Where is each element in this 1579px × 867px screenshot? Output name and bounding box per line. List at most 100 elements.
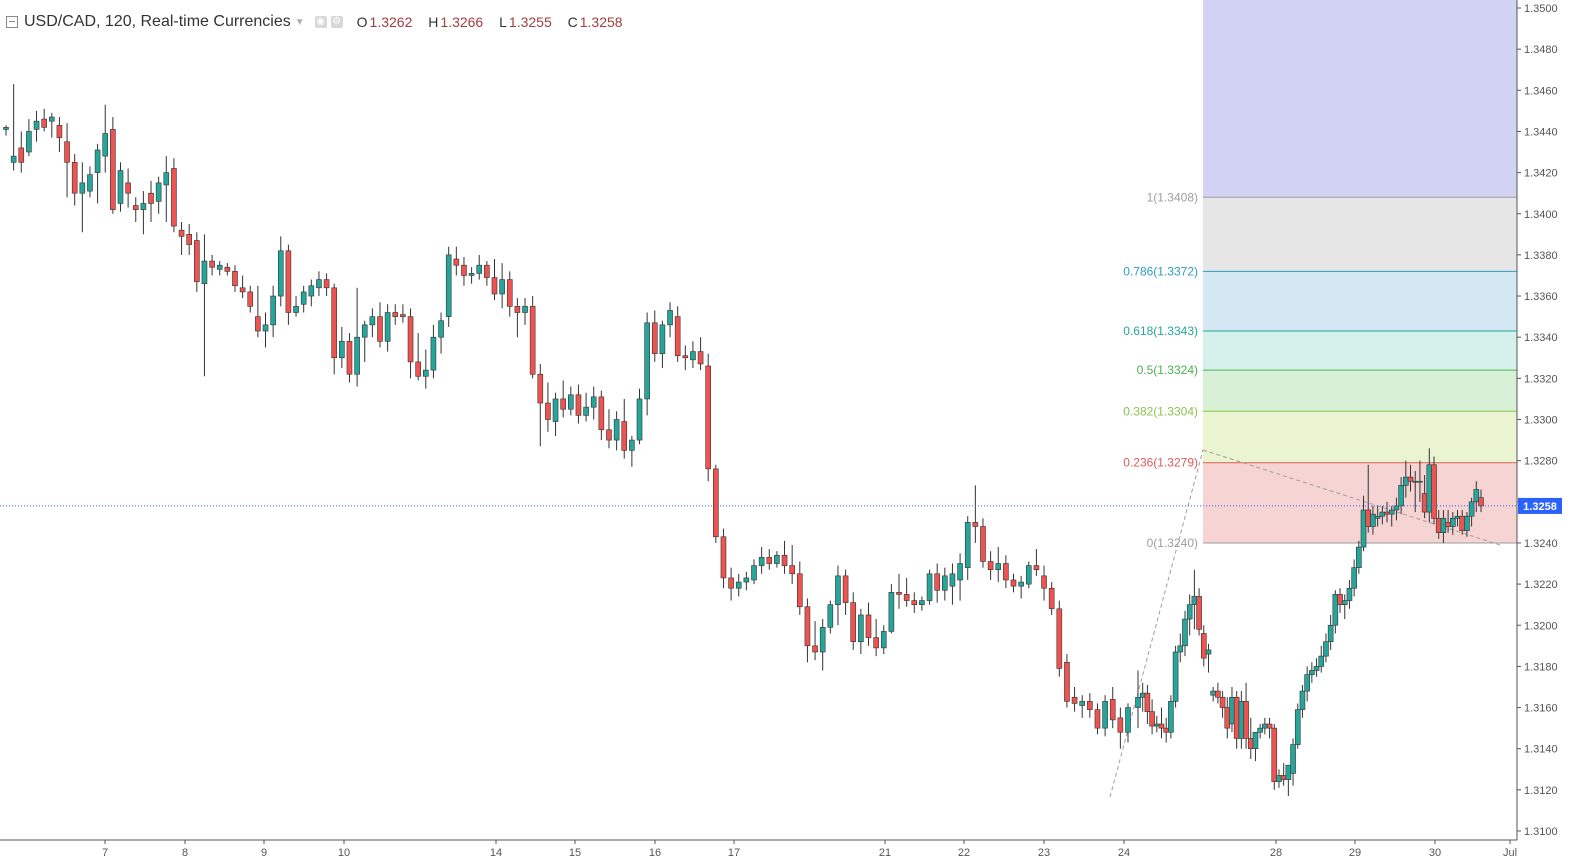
- candle-body: [590, 396, 597, 408]
- candle: [667, 302, 673, 338]
- candle-body: [987, 561, 994, 570]
- candle-body: [735, 581, 742, 589]
- candle: [1356, 540, 1362, 574]
- candle: [560, 380, 566, 418]
- candle-body: [232, 271, 238, 287]
- candle-body: [942, 575, 948, 591]
- candle: [926, 569, 933, 605]
- eye-icon[interactable]: ◉: [314, 16, 327, 28]
- candle-body: [1056, 608, 1063, 669]
- candle: [461, 256, 467, 286]
- candle: [369, 308, 376, 338]
- candle: [1309, 662, 1315, 683]
- settings-icon[interactable]: ⚙: [330, 16, 343, 28]
- candle-body: [1431, 464, 1437, 519]
- collapse-icon[interactable]: [6, 16, 18, 28]
- candle: [10, 84, 17, 171]
- candle-body: [873, 637, 879, 649]
- candle-body: [629, 439, 635, 451]
- fib-level-label: 0.618(1.3343): [1123, 324, 1198, 338]
- candle-body: [1233, 696, 1240, 739]
- time-axis-label: 21: [879, 847, 891, 859]
- candle-body: [1384, 511, 1390, 515]
- candle-body: [1374, 515, 1381, 519]
- candle-body: [1478, 497, 1484, 507]
- caret-down-icon[interactable]: ▼: [294, 16, 305, 28]
- candle: [216, 261, 223, 276]
- candle: [514, 298, 521, 338]
- candle: [651, 310, 658, 362]
- candle-body: [476, 264, 483, 274]
- candle: [972, 485, 979, 543]
- candle: [346, 333, 353, 383]
- candle-body: [583, 406, 589, 416]
- candle: [1094, 703, 1101, 735]
- candle: [499, 263, 505, 309]
- candle: [270, 285, 276, 338]
- candle-body: [285, 250, 292, 313]
- candle: [1233, 691, 1240, 749]
- candle-body: [1163, 727, 1169, 733]
- candle-body: [1360, 509, 1367, 548]
- candle-body: [827, 604, 834, 628]
- candle-body: [651, 322, 658, 354]
- candle: [1018, 575, 1024, 599]
- candle-body: [1440, 517, 1447, 533]
- candle-body: [766, 557, 773, 564]
- candle-body: [1313, 666, 1320, 671]
- candle: [545, 382, 551, 432]
- candle-body: [491, 277, 498, 295]
- candle: [1370, 505, 1376, 535]
- candle-body: [1379, 511, 1386, 517]
- high-value: 1.3266: [440, 14, 484, 30]
- candle-body: [1445, 522, 1451, 527]
- candle: [888, 584, 895, 634]
- candle: [1252, 731, 1259, 762]
- candle: [1304, 666, 1310, 702]
- candle-body: [224, 266, 231, 272]
- candle: [1337, 588, 1343, 613]
- candle-body: [751, 565, 757, 581]
- candle-body: [903, 594, 910, 601]
- candle: [1360, 495, 1367, 552]
- price-axis-label: 1.3240: [1524, 538, 1558, 550]
- candle-body: [422, 369, 429, 377]
- symbol-title[interactable]: USD/CAD, 120, Real-time Currencies: [24, 13, 291, 30]
- candle: [125, 168, 131, 208]
- candle: [575, 384, 582, 424]
- candle-body: [713, 468, 719, 538]
- candle-body: [3, 127, 9, 130]
- candle-body: [1172, 651, 1179, 702]
- candle: [1247, 717, 1254, 759]
- candle: [720, 528, 727, 589]
- price-axis-label: 1.3320: [1524, 373, 1558, 385]
- candle-body: [1168, 701, 1174, 733]
- candle: [377, 302, 383, 348]
- candle: [873, 619, 879, 657]
- candle-body: [1421, 493, 1428, 513]
- candle: [1243, 682, 1249, 749]
- candle-body: [239, 287, 246, 293]
- candle: [789, 545, 795, 585]
- candle-body: [1332, 594, 1339, 626]
- candle-body: [461, 264, 467, 276]
- candle: [476, 254, 483, 280]
- candle-body: [957, 563, 963, 581]
- candle-body: [148, 192, 154, 204]
- candle-body: [1177, 645, 1184, 653]
- candle-body: [964, 522, 971, 568]
- candle-body: [1247, 738, 1254, 749]
- candle: [1117, 707, 1124, 749]
- candle: [713, 464, 719, 543]
- candle-body: [781, 554, 788, 566]
- candle-body: [1064, 661, 1070, 702]
- candle: [682, 345, 689, 371]
- candle-body: [1388, 509, 1395, 515]
- candle-body: [125, 182, 131, 194]
- candle-body: [1117, 717, 1124, 733]
- price-axis-label: 1.3200: [1524, 620, 1558, 632]
- candle: [26, 119, 32, 157]
- candle-body: [674, 316, 681, 357]
